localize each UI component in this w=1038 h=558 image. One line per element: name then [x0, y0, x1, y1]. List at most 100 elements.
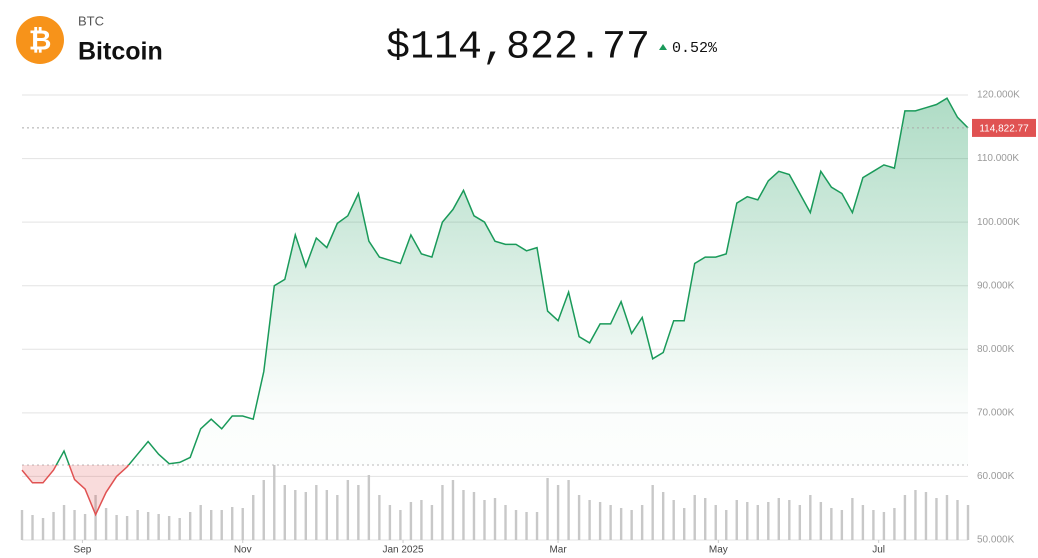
volume-bar: [125, 516, 129, 540]
volume-bar: [420, 500, 423, 540]
volume-bar: [315, 485, 318, 540]
volume-bar: [525, 512, 528, 540]
area-up: [56, 98, 968, 465]
volume-bar: [756, 505, 759, 540]
current-price-label: 114,822.77: [979, 124, 1029, 135]
volume-bar: [893, 508, 896, 540]
volume-bar: [20, 510, 24, 540]
volume-bar: [73, 510, 76, 540]
volume-bar: [409, 502, 413, 540]
volume-bar: [851, 498, 854, 540]
volume-bar: [283, 485, 286, 540]
volume-bar: [693, 495, 696, 540]
volume-bar: [94, 495, 97, 540]
volume-bar: [388, 505, 392, 540]
volume-bar: [178, 518, 181, 540]
x-tick-label: Nov: [234, 545, 252, 556]
volume-bar: [52, 512, 55, 540]
volume-bar: [157, 514, 160, 540]
volume-bar: [325, 490, 329, 540]
volume-bar: [725, 510, 728, 540]
x-tick-label: Sep: [74, 545, 92, 556]
volume-bar: [903, 495, 907, 540]
current-price-badge: [972, 118, 1036, 137]
volume-bar: [819, 502, 823, 540]
volume-bar: [136, 510, 139, 540]
volume-bar: [609, 505, 612, 540]
y-tick-label: 110.000K: [977, 153, 1019, 164]
volume-bar: [504, 505, 507, 540]
plot: 50.000K 60.000K 70.000K 80.000K 90.000K 100.0…: [20, 90, 1036, 556]
volume-bar: [714, 505, 717, 540]
volume-bar: [336, 495, 339, 540]
volume-bar: [651, 485, 654, 540]
volume-bar: [945, 495, 949, 540]
volume-bar: [104, 508, 108, 540]
volume-bar: [746, 502, 749, 540]
volume-bar: [577, 495, 581, 540]
volume-bar: [252, 495, 255, 540]
volume-bar: [935, 498, 938, 540]
y-tick-label: 120.000K: [977, 90, 1020, 101]
volume-bar: [472, 492, 476, 540]
volume-bar: [535, 512, 539, 540]
volume-bar: [735, 500, 738, 540]
volume-bar: [41, 518, 45, 540]
volume-bar: [924, 492, 928, 540]
volume-bar: [598, 502, 602, 540]
symbol: BTC: [78, 13, 104, 28]
y-tick-label: 70.000K: [977, 407, 1015, 418]
volume-bar: [378, 495, 381, 540]
price: $114,822.77: [386, 26, 650, 71]
x-tick-label: Jan 2025: [382, 545, 424, 556]
volume-bar: [630, 510, 633, 540]
change: 0.52%: [672, 40, 718, 57]
volume-bar: [861, 505, 865, 540]
volume-bar: [210, 510, 213, 540]
volume-bar: [146, 512, 150, 540]
volume-bar: [588, 500, 591, 540]
volume-bar: [241, 508, 244, 540]
x-tick-label: Jul: [872, 545, 885, 556]
volume-bar: [304, 492, 307, 540]
y-tick-label: 60.000K: [977, 471, 1015, 482]
volume-bar: [619, 508, 623, 540]
volume-bar: [914, 490, 917, 540]
volume-bar: [367, 475, 371, 540]
volume-bar: [220, 510, 223, 540]
y-tick-label: 90.000K: [977, 280, 1015, 291]
volume-bar: [798, 505, 802, 540]
volume-bar: [830, 508, 833, 540]
volume-bar: [441, 485, 444, 540]
volume-bar: [399, 510, 402, 540]
volume-bar: [462, 490, 465, 540]
volume-bar: [567, 480, 570, 540]
x-tick-label: Mar: [549, 545, 567, 556]
area-down: [22, 464, 968, 515]
volume-bar: [294, 490, 297, 540]
volume-bar: [31, 515, 34, 540]
volume-bar: [451, 480, 455, 540]
volume-bar: [514, 510, 518, 540]
volume-bar: [683, 508, 686, 540]
volume-bar: [872, 510, 875, 540]
volume-bar: [640, 505, 644, 540]
volume-bar: [956, 500, 959, 540]
volume-bar: [704, 498, 707, 540]
volume-bar: [809, 495, 812, 540]
volume-bar: [556, 485, 560, 540]
volume-bar: [346, 480, 350, 540]
volume-bar: [115, 515, 118, 540]
price-line-up: [55, 97, 969, 465]
y-tick-label: 100.000K: [977, 217, 1020, 228]
volume-bar: [777, 498, 780, 540]
volume-bar: [767, 502, 770, 540]
x-tick-label: May: [709, 545, 728, 556]
volume-bar: [661, 492, 665, 540]
coin-name: Bitcoin: [78, 38, 163, 66]
volume-bar: [493, 498, 497, 540]
change-arrow: [659, 44, 667, 50]
volume-bar: [273, 465, 276, 540]
volume-bar: [672, 500, 675, 540]
volume-bar: [231, 507, 234, 540]
